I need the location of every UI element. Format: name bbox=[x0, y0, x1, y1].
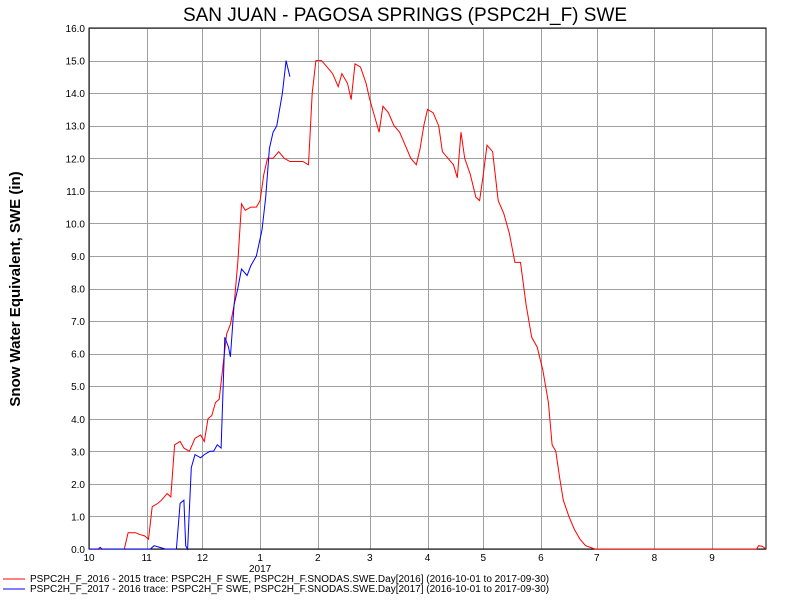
x-tick-label: 10 bbox=[83, 553, 95, 564]
x-tick-label: 3 bbox=[367, 553, 373, 564]
x-tick-label: 2 bbox=[315, 553, 321, 564]
series-lines bbox=[89, 60, 767, 551]
y-tick-label: 3.0 bbox=[71, 447, 85, 458]
x-year-label: 2017 bbox=[249, 564, 272, 575]
y-tick-label: 11.0 bbox=[66, 187, 85, 198]
legend-entry-2: PSPC2H_F_2017 - 2016 trace: PSPC2H_F SWE… bbox=[30, 584, 549, 595]
legend-entry-1: PSPC2H_F_2016 - 2015 trace: PSPC2H_F SWE… bbox=[30, 574, 549, 585]
y-tick-label: 7.0 bbox=[71, 317, 85, 328]
plot-area-frame bbox=[88, 27, 767, 550]
series-line-1 bbox=[89, 60, 767, 550]
y-tick-label: 9.0 bbox=[71, 252, 85, 263]
y-tick-label: 4.0 bbox=[71, 415, 85, 426]
x-tick-label: 9 bbox=[709, 553, 715, 564]
y-tick-label: 8.0 bbox=[71, 285, 85, 296]
y-axis-ticks: 0.0 1.0 2.0 3.0 4.0 5.0 6.0 7.0 8.0 9.0 10.0 11.0 12… bbox=[66, 24, 86, 556]
y-tick-label: 1.0 bbox=[71, 512, 85, 523]
y-tick-label: 14.0 bbox=[66, 89, 86, 100]
x-tick-label: 8 bbox=[652, 553, 658, 564]
y-tick-label: 15.0 bbox=[66, 57, 86, 68]
chart-title: SAN JUAN - PAGOSA SPRINGS (PSPC2H_F) SWE bbox=[183, 5, 627, 26]
y-tick-label: 16.0 bbox=[66, 24, 86, 35]
y-tick-label: 13.0 bbox=[66, 122, 86, 133]
y-tick-label: 2.0 bbox=[71, 480, 85, 491]
x-tick-label: 6 bbox=[538, 553, 544, 564]
legend: PSPC2H_F_2016 - 2015 trace: PSPC2H_F SWE… bbox=[3, 574, 549, 595]
y-tick-label: 6.0 bbox=[71, 350, 85, 361]
y-tick-label: 0.0 bbox=[71, 545, 85, 556]
x-tick-label: 1 bbox=[257, 553, 263, 564]
y-tick-label: 5.0 bbox=[71, 382, 85, 393]
x-tick-label: 12 bbox=[197, 553, 209, 564]
grid-lines bbox=[89, 28, 766, 550]
series-line-2 bbox=[89, 60, 291, 551]
y-axis-label: Snow Water Equivalent, SWE (in) bbox=[7, 171, 24, 406]
y-tick-label: 10.0 bbox=[66, 219, 86, 230]
x-tick-label: 7 bbox=[594, 553, 600, 564]
x-tick-label: 4 bbox=[425, 553, 431, 564]
x-tick-label: 5 bbox=[481, 553, 487, 564]
x-tick-label: 11 bbox=[141, 553, 152, 564]
y-tick-label: 12.0 bbox=[66, 154, 86, 165]
